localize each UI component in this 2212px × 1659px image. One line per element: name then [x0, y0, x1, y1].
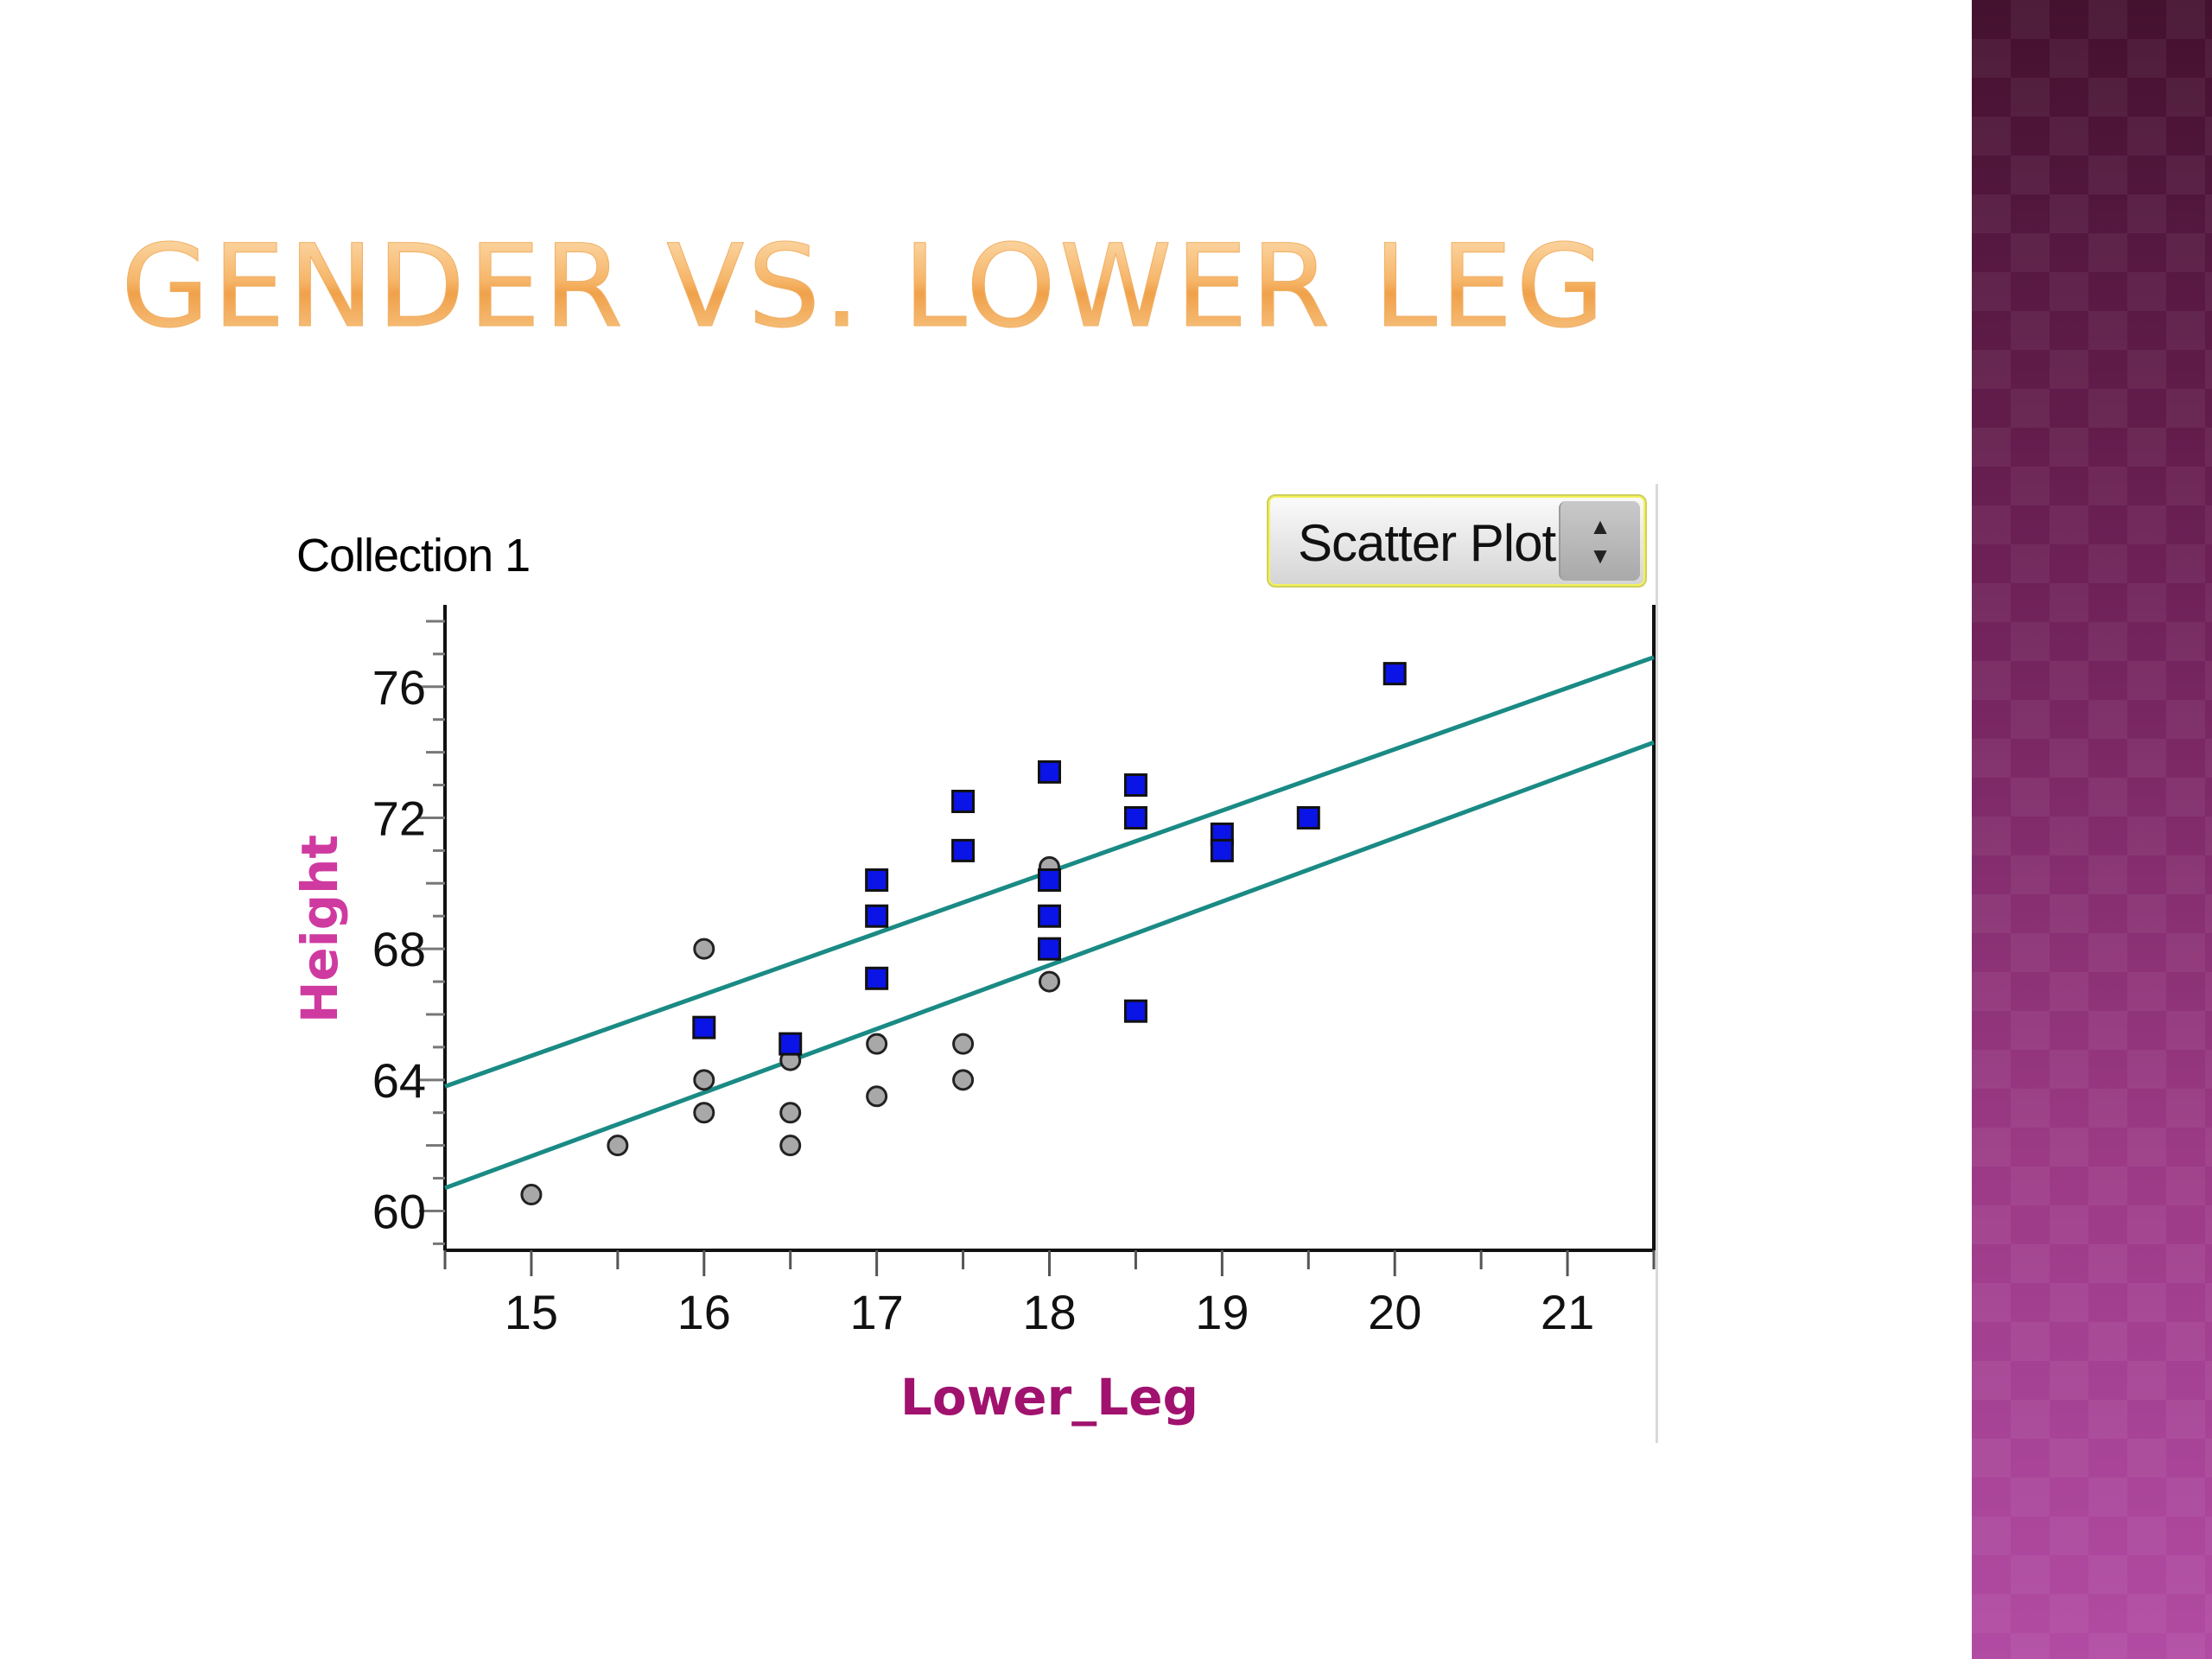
- female-point: [693, 938, 715, 960]
- female-point: [693, 1102, 715, 1124]
- chevron-down-icon: ▼: [1589, 543, 1611, 569]
- female-point: [520, 1184, 543, 1206]
- data-points: [520, 662, 1407, 1206]
- male-point: [1123, 805, 1147, 830]
- y-tick-label: 64: [372, 1053, 426, 1108]
- slide-title: Gender vs. Lower Leg: [121, 220, 1608, 354]
- male-point: [865, 966, 889, 990]
- male-point: [1123, 773, 1147, 798]
- male-point: [1382, 662, 1407, 686]
- diamond-pattern: [1972, 0, 2212, 1659]
- y-axis-title: Height: [290, 835, 349, 1023]
- male-point: [951, 790, 976, 814]
- female-point: [952, 1033, 975, 1055]
- chevron-up-icon: ▲: [1589, 513, 1611, 539]
- plot-type-value: Scatter Plot: [1298, 514, 1556, 572]
- collection-label: Collection 1: [296, 530, 531, 582]
- panel-edge: [1656, 484, 1658, 1443]
- graph-panel: [285, 480, 1659, 1447]
- select-stepper[interactable]: ▲ ▼: [1559, 501, 1640, 581]
- female-point: [866, 1085, 888, 1108]
- male-point: [1123, 999, 1147, 1023]
- y-tick-label: 68: [372, 922, 426, 976]
- female-point: [779, 1102, 802, 1124]
- male-point: [1038, 904, 1061, 928]
- y-tick-label: 60: [372, 1184, 426, 1238]
- female-point: [693, 1069, 715, 1091]
- plot-type-select[interactable]: Scatter Plot ▲ ▼: [1267, 494, 1647, 588]
- y-tick-label: 72: [372, 791, 426, 845]
- x-tick-label: 20: [1368, 1285, 1421, 1339]
- x-axis-title: Lower_Leg: [900, 1368, 1198, 1427]
- x-tick-label: 15: [505, 1285, 558, 1339]
- x-tick-label: 16: [677, 1285, 731, 1339]
- y-tick-label: 76: [372, 660, 426, 715]
- female-point: [607, 1135, 629, 1157]
- female-point: [866, 1033, 888, 1055]
- x-tick-label: 18: [1022, 1285, 1076, 1339]
- decorative-side-band: [1972, 0, 2212, 1659]
- female-point: [779, 1135, 802, 1157]
- female-point: [952, 1069, 975, 1091]
- axes: [419, 605, 1656, 1276]
- male-point: [1296, 805, 1320, 830]
- x-tick-label: 21: [1541, 1285, 1594, 1339]
- axis-labels: 15 16 17 18 19 20 21 60 64 68 72 76 Lower_Leg Height: [290, 660, 1594, 1427]
- male-point: [1038, 868, 1061, 893]
- male-point: [1210, 838, 1234, 862]
- x-tick-label: 17: [849, 1285, 903, 1339]
- male-point: [1038, 937, 1061, 961]
- male-point: [692, 1015, 716, 1039]
- male-point: [865, 868, 889, 893]
- male-point: [951, 838, 976, 862]
- male-point: [779, 1032, 803, 1056]
- fit-line-2: [444, 740, 1655, 1191]
- female-point: [1039, 970, 1060, 993]
- male-point: [865, 904, 889, 928]
- male-point: [1038, 760, 1061, 784]
- x-tick-label: 19: [1195, 1285, 1249, 1339]
